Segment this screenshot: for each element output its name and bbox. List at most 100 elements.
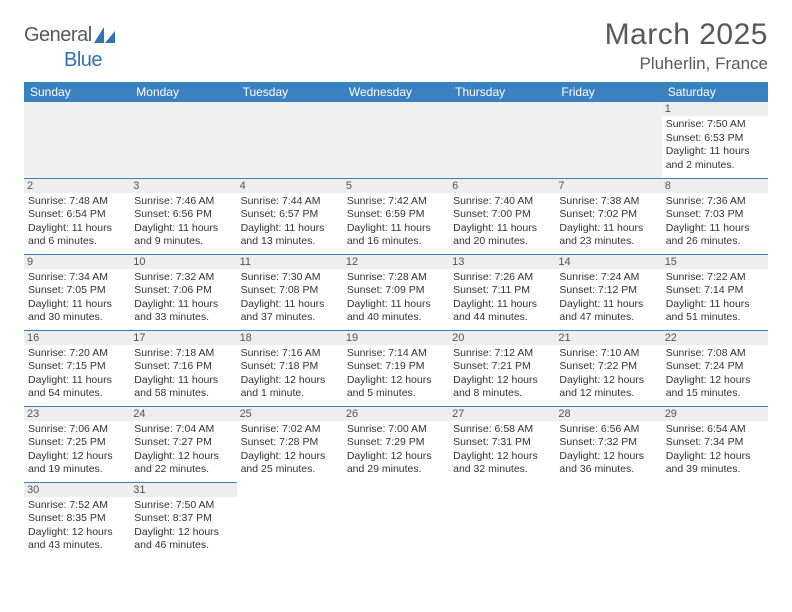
- day-details: Sunrise: 7:28 AMSunset: 7:09 PMDaylight:…: [347, 271, 445, 326]
- day-number: 28: [555, 407, 661, 421]
- calendar-cell: 24 Sunrise: 7:04 AMSunset: 7:27 PMDayligh…: [130, 406, 236, 482]
- calendar-cell: 26 Sunrise: 7:00 AMSunset: 7:29 PMDayligh…: [343, 406, 449, 482]
- calendar-cell: [449, 102, 555, 178]
- calendar-cell: [237, 102, 343, 178]
- logo: General Blue: [24, 24, 116, 72]
- day-number: 19: [343, 331, 449, 345]
- day-number: 22: [662, 331, 768, 345]
- day-details: Sunrise: 7:46 AMSunset: 6:56 PMDaylight:…: [134, 195, 232, 250]
- day-number: 31: [130, 483, 236, 497]
- day-details: Sunrise: 7:06 AMSunset: 7:25 PMDaylight:…: [28, 423, 126, 478]
- location: Pluherlin, France: [605, 54, 768, 74]
- calendar-cell: 15Sunrise: 7:22 AMSunset: 7:14 PMDayligh…: [662, 254, 768, 330]
- calendar-cell: [662, 482, 768, 558]
- weekday-header: Tuesday: [237, 82, 343, 102]
- logo-word-2: Blue: [64, 49, 102, 71]
- calendar-cell: 13 Sunrise: 7:26 AMSunset: 7:11 PMDayligh…: [449, 254, 555, 330]
- calendar-cell: 17 Sunrise: 7:18 AMSunset: 7:16 PMDayligh…: [130, 330, 236, 406]
- day-number: 11: [237, 255, 343, 269]
- day-number: 6: [449, 179, 555, 193]
- day-details: Sunrise: 7:32 AMSunset: 7:06 PMDaylight:…: [134, 271, 232, 326]
- calendar-cell: 8Sunrise: 7:36 AMSunset: 7:03 PMDaylight…: [662, 178, 768, 254]
- weekday-header: Friday: [555, 82, 661, 102]
- day-details: Sunrise: 7:12 AMSunset: 7:21 PMDaylight:…: [453, 347, 551, 402]
- calendar-cell: 27 Sunrise: 6:58 AMSunset: 7:31 PMDayligh…: [449, 406, 555, 482]
- day-number: 10: [130, 255, 236, 269]
- day-details: Sunrise: 6:58 AMSunset: 7:31 PMDaylight:…: [453, 423, 551, 478]
- day-details: Sunrise: 7:00 AMSunset: 7:29 PMDaylight:…: [347, 423, 445, 478]
- calendar-cell: 31Sunrise: 7:50 AMSunset: 8:37 PMDayligh…: [130, 482, 236, 558]
- logo-text: General Blue: [24, 24, 116, 72]
- calendar-cell: 5 Sunrise: 7:42 AMSunset: 6:59 PMDaylight…: [343, 178, 449, 254]
- calendar-cell: 16Sunrise: 7:20 AMSunset: 7:15 PMDayligh…: [24, 330, 130, 406]
- calendar-row: 2 Sunrise: 7:48 AMSunset: 6:54 PMDaylight…: [24, 178, 768, 254]
- day-number: 12: [343, 255, 449, 269]
- weekday-header: Wednesday: [343, 82, 449, 102]
- day-details: Sunrise: 7:34 AMSunset: 7:05 PMDaylight:…: [28, 271, 126, 326]
- calendar-row: 9 Sunrise: 7:34 AMSunset: 7:05 PMDaylight…: [24, 254, 768, 330]
- logo-word-1: General: [24, 24, 92, 46]
- day-number: 25: [237, 407, 343, 421]
- calendar-cell: 1Sunrise: 7:50 AMSunset: 6:53 PMDaylight…: [662, 102, 768, 178]
- calendar-cell: [449, 482, 555, 558]
- calendar-cell: [24, 102, 130, 178]
- calendar-cell: 25 Sunrise: 7:02 AMSunset: 7:28 PMDayligh…: [237, 406, 343, 482]
- calendar-row: 16Sunrise: 7:20 AMSunset: 7:15 PMDayligh…: [24, 330, 768, 406]
- calendar-cell: 10 Sunrise: 7:32 AMSunset: 7:06 PMDayligh…: [130, 254, 236, 330]
- day-details: Sunrise: 6:54 AMSunset: 7:34 PMDaylight:…: [666, 423, 764, 478]
- calendar-cell: 23Sunrise: 7:06 AMSunset: 7:25 PMDayligh…: [24, 406, 130, 482]
- sail-icon: [94, 26, 116, 49]
- day-details: Sunrise: 7:22 AMSunset: 7:14 PMDaylight:…: [666, 271, 764, 326]
- day-details: Sunrise: 7:02 AMSunset: 7:28 PMDaylight:…: [241, 423, 339, 478]
- day-details: Sunrise: 7:16 AMSunset: 7:18 PMDaylight:…: [241, 347, 339, 402]
- day-number: 17: [130, 331, 236, 345]
- calendar-cell: [555, 482, 661, 558]
- calendar-cell: 30 Sunrise: 7:52 AMSunset: 8:35 PMDayligh…: [24, 482, 130, 558]
- calendar-cell: [343, 482, 449, 558]
- day-number: 3: [130, 179, 236, 193]
- day-number: 16: [24, 331, 130, 345]
- calendar-cell: 20 Sunrise: 7:12 AMSunset: 7:21 PMDayligh…: [449, 330, 555, 406]
- day-number: 30: [24, 483, 130, 497]
- day-details: Sunrise: 7:26 AMSunset: 7:11 PMDaylight:…: [453, 271, 551, 326]
- day-number: 20: [449, 331, 555, 345]
- day-details: Sunrise: 7:08 AMSunset: 7:24 PMDaylight:…: [666, 347, 764, 402]
- calendar-table: Sunday Monday Tuesday Wednesday Thursday…: [24, 82, 768, 558]
- day-details: Sunrise: 7:40 AMSunset: 7:00 PMDaylight:…: [453, 195, 551, 250]
- weekday-header: Sunday: [24, 82, 130, 102]
- day-details: Sunrise: 7:48 AMSunset: 6:54 PMDaylight:…: [28, 195, 126, 250]
- day-number: 9: [24, 255, 130, 269]
- calendar-body: 1Sunrise: 7:50 AMSunset: 6:53 PMDaylight…: [24, 102, 768, 558]
- calendar-cell: 2 Sunrise: 7:48 AMSunset: 6:54 PMDaylight…: [24, 178, 130, 254]
- day-number: 18: [237, 331, 343, 345]
- page-title: March 2025: [605, 18, 768, 52]
- day-number: 5: [343, 179, 449, 193]
- day-details: Sunrise: 6:56 AMSunset: 7:32 PMDaylight:…: [559, 423, 657, 478]
- day-details: Sunrise: 7:18 AMSunset: 7:16 PMDaylight:…: [134, 347, 232, 402]
- day-number: 27: [449, 407, 555, 421]
- page: General Blue March 2025 Pluherlin, Franc…: [0, 0, 792, 576]
- calendar-cell: 9 Sunrise: 7:34 AMSunset: 7:05 PMDaylight…: [24, 254, 130, 330]
- calendar-cell: 28 Sunrise: 6:56 AMSunset: 7:32 PMDayligh…: [555, 406, 661, 482]
- day-details: Sunrise: 7:04 AMSunset: 7:27 PMDaylight:…: [134, 423, 232, 478]
- day-details: Sunrise: 7:42 AMSunset: 6:59 PMDaylight:…: [347, 195, 445, 250]
- calendar-cell: 18 Sunrise: 7:16 AMSunset: 7:18 PMDayligh…: [237, 330, 343, 406]
- day-number: 24: [130, 407, 236, 421]
- day-number: 2: [24, 179, 130, 193]
- day-number: 26: [343, 407, 449, 421]
- day-number: 13: [449, 255, 555, 269]
- day-details: Sunrise: 7:50 AMSunset: 6:53 PMDaylight:…: [666, 118, 764, 173]
- day-details: Sunrise: 7:24 AMSunset: 7:12 PMDaylight:…: [559, 271, 657, 326]
- day-details: Sunrise: 7:36 AMSunset: 7:03 PMDaylight:…: [666, 195, 764, 250]
- day-details: Sunrise: 7:14 AMSunset: 7:19 PMDaylight:…: [347, 347, 445, 402]
- calendar-cell: 7Sunrise: 7:38 AMSunset: 7:02 PMDaylight…: [555, 178, 661, 254]
- calendar-cell: 11Sunrise: 7:30 AMSunset: 7:08 PMDayligh…: [237, 254, 343, 330]
- header: General Blue March 2025 Pluherlin, Franc…: [24, 18, 768, 74]
- day-number: 4: [237, 179, 343, 193]
- day-details: Sunrise: 7:52 AMSunset: 8:35 PMDaylight:…: [28, 499, 126, 554]
- day-number: 14: [555, 255, 661, 269]
- title-block: March 2025 Pluherlin, France: [605, 18, 768, 74]
- day-details: Sunrise: 7:44 AMSunset: 6:57 PMDaylight:…: [241, 195, 339, 250]
- weekday-header: Saturday: [662, 82, 768, 102]
- calendar-cell: 29Sunrise: 6:54 AMSunset: 7:34 PMDayligh…: [662, 406, 768, 482]
